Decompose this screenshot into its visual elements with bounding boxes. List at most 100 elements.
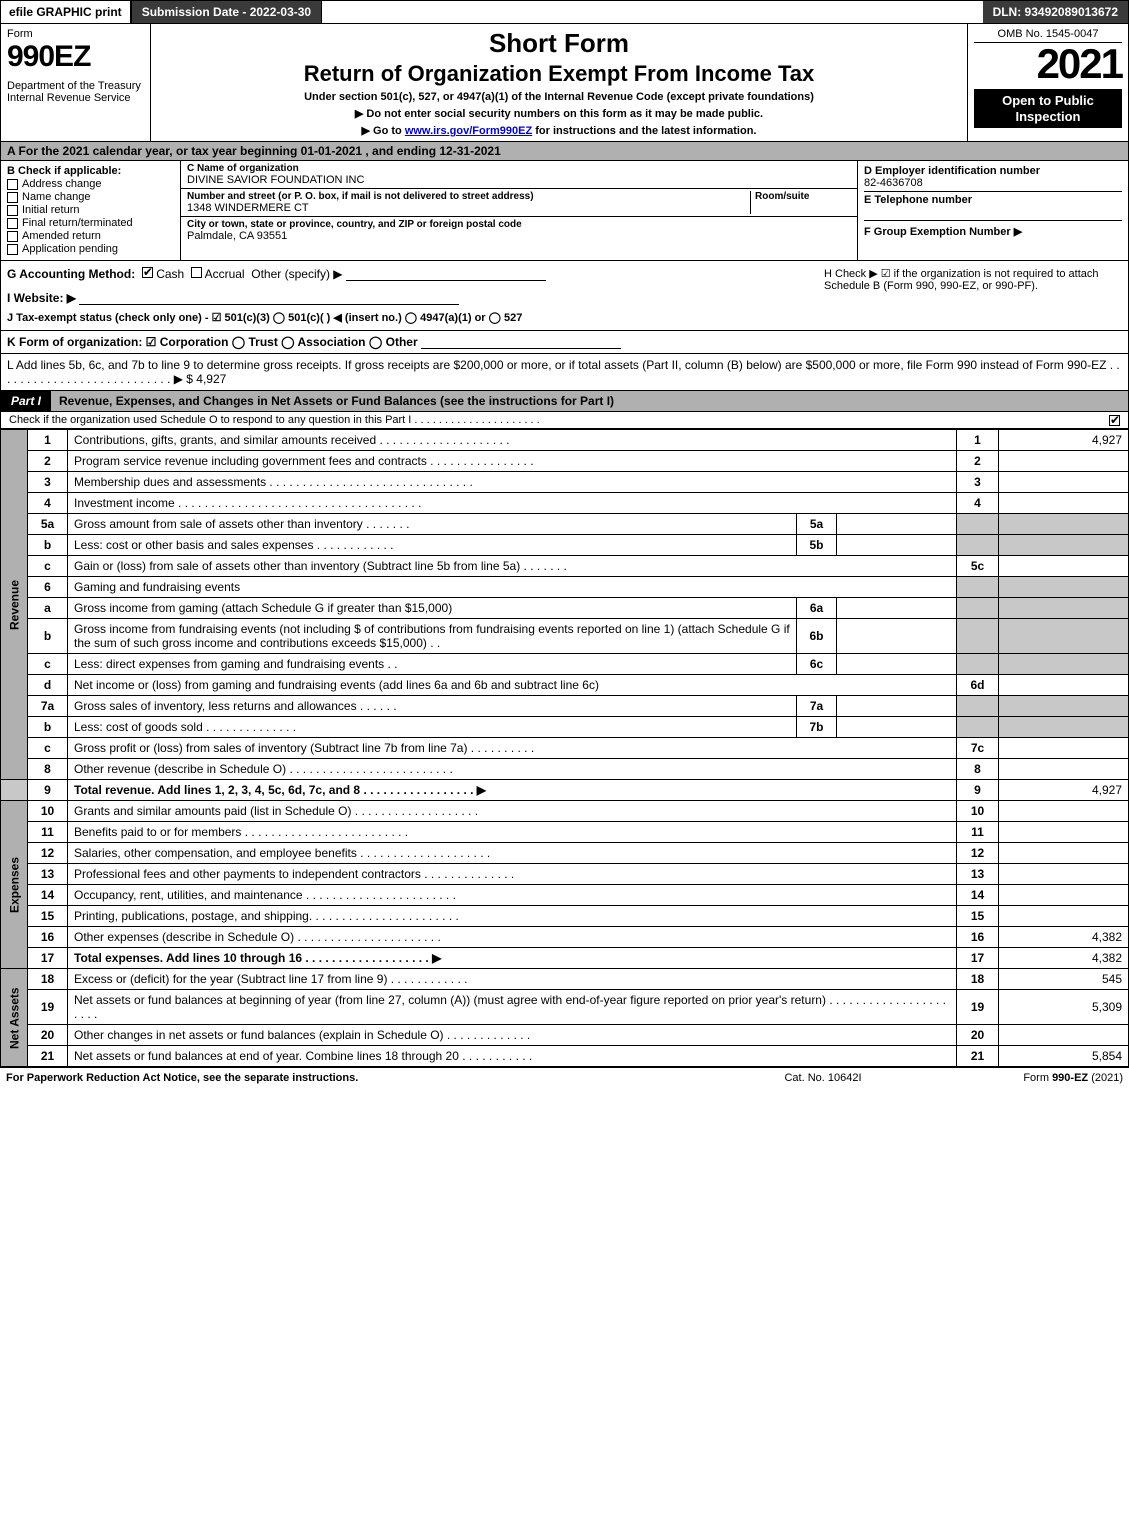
chk-initial-return[interactable]: Initial return [7,204,174,216]
chk-accrual[interactable] [191,267,202,278]
section-c: C Name of organization DIVINE SAVIOR FOU… [181,161,858,260]
h-text: H Check ▶ ☑ if the organization is not r… [824,268,1099,292]
chk-cash[interactable] [142,267,153,278]
d-ein-label: D Employer identification number [864,165,1122,177]
row-l: L Add lines 5b, 6c, and 7b to line 9 to … [0,354,1129,391]
sub3-post: for instructions and the latest informat… [532,125,756,137]
line-6a: aGross income from gaming (attach Schedu… [1,598,1129,619]
chk-application-pending[interactable]: Application pending [7,243,174,255]
part-1-title: Revenue, Expenses, and Changes in Net As… [51,391,1128,411]
line-15-num: 15 [957,906,999,927]
gray-cell [999,577,1129,598]
gray-cell [999,654,1129,675]
line-6c-midval [837,654,957,675]
line-9: 9Total revenue. Add lines 1, 2, 3, 4, 5c… [1,780,1129,801]
line-8-desc: Other revenue (describe in Schedule O) .… [68,759,957,780]
sub3-pre: ▶ Go to [362,125,405,137]
line-2: 2Program service revenue including gover… [1,451,1129,472]
line-8-num: 8 [957,759,999,780]
gray-cell [957,577,999,598]
line-6b-desc: Gross income from fundraising events (no… [68,619,797,654]
chk-amended-return[interactable]: Amended return [7,230,174,242]
line-11: 11Benefits paid to or for members . . . … [1,822,1129,843]
gray-cell [999,717,1129,738]
line-16-desc: Other expenses (describe in Schedule O) … [68,927,957,948]
c-city-row: City or town, state or province, country… [181,217,857,244]
form-word: Form [7,28,144,40]
line-10-num: 10 [957,801,999,822]
line-5c: cGain or (loss) from sale of assets othe… [1,556,1129,577]
line-13-desc: Professional fees and other payments to … [68,864,957,885]
gray-cell [1,780,28,801]
line-20-desc: Other changes in net assets or fund bala… [68,1025,957,1046]
part-1-schedule-o-checkbox[interactable] [1109,415,1120,426]
header-right: OMB No. 1545-0047 2021 Open to Public In… [968,24,1128,141]
checkbox-icon[interactable] [7,205,18,216]
checkbox-icon[interactable] [7,244,18,255]
line-13: 13Professional fees and other payments t… [1,864,1129,885]
line-11-desc: Benefits paid to or for members . . . . … [68,822,957,843]
k-other-input[interactable] [421,337,621,349]
line-10-val [999,801,1129,822]
line-3-val [999,472,1129,493]
line-12-val [999,843,1129,864]
row-j: J Tax-exempt status (check only one) - ☑… [7,311,812,324]
line-5b: bLess: cost or other basis and sales exp… [1,535,1129,556]
efile-print-button[interactable]: efile GRAPHIC print [1,1,132,23]
checkbox-icon[interactable] [7,179,18,190]
i-website-label: I Website: ▶ [7,291,76,305]
chk-label: Application pending [22,243,118,255]
top-bar: efile GRAPHIC print Submission Date - 20… [0,0,1129,24]
checkbox-icon[interactable] [7,231,18,242]
line-6c-mid: 6c [797,654,837,675]
line-5b-mid: 5b [797,535,837,556]
line-7b-desc: Less: cost of goods sold . . . . . . . .… [68,717,797,738]
submission-date: Submission Date - 2022-03-30 [132,1,322,23]
checkbox-icon[interactable] [7,218,18,229]
gray-cell [999,535,1129,556]
chk-final-return[interactable]: Final return/terminated [7,217,174,229]
line-2-num: 2 [957,451,999,472]
line-2-val [999,451,1129,472]
line-7a: 7aGross sales of inventory, less returns… [1,696,1129,717]
website-input[interactable] [79,293,459,305]
part-1-lines-table: Revenue 1 Contributions, gifts, grants, … [0,429,1129,1067]
line-12: 12Salaries, other compensation, and empl… [1,843,1129,864]
line-2-desc: Program service revenue including govern… [68,451,957,472]
netassets-side-label: Net Assets [1,969,28,1067]
line-13-val [999,864,1129,885]
line-19-num: 19 [957,990,999,1025]
irs-link[interactable]: www.irs.gov/Form990EZ [405,125,532,137]
line-4: 4Investment income . . . . . . . . . . .… [1,493,1129,514]
chk-name-change[interactable]: Name change [7,191,174,203]
chk-address-change[interactable]: Address change [7,178,174,190]
line-6c: cLess: direct expenses from gaming and f… [1,654,1129,675]
line-1: Revenue 1 Contributions, gifts, grants, … [1,430,1129,451]
line-9-desc: Total revenue. Add lines 1, 2, 3, 4, 5c,… [68,780,957,801]
line-18-desc: Excess or (deficit) for the year (Subtra… [68,969,957,990]
gray-cell [999,514,1129,535]
line-7c: cGross profit or (loss) from sales of in… [1,738,1129,759]
line-18: Net Assets 18Excess or (deficit) for the… [1,969,1129,990]
line-6-desc: Gaming and fundraising events [68,577,957,598]
subtitle-3: ▶ Go to www.irs.gov/Form990EZ for instru… [159,124,959,137]
line-7c-desc: Gross profit or (loss) from sales of inv… [68,738,957,759]
line-14: 14Occupancy, rent, utilities, and mainte… [1,885,1129,906]
line-15-desc: Printing, publications, postage, and shi… [68,906,957,927]
part-1-subtitle: Check if the organization used Schedule … [0,412,1129,429]
c-city-label: City or town, state or province, country… [187,219,851,230]
line-18-val: 545 [999,969,1129,990]
other-specify-input[interactable] [346,269,546,281]
line-17: 17Total expenses. Add lines 10 through 1… [1,948,1129,969]
line-5c-desc: Gain or (loss) from sale of assets other… [68,556,957,577]
form-header: Form 990EZ Department of the Treasury In… [0,24,1129,142]
line-6d-desc: Net income or (loss) from gaming and fun… [68,675,957,696]
line-9-val: 4,927 [999,780,1129,801]
form-title: Return of Organization Exempt From Incom… [159,61,959,87]
line-15-val [999,906,1129,927]
checkbox-icon[interactable] [7,192,18,203]
line-7c-val [999,738,1129,759]
line-20: 20Other changes in net assets or fund ba… [1,1025,1129,1046]
line-6b-mid: 6b [797,619,837,654]
section-bcdef: B Check if applicable: Address change Na… [0,161,1129,261]
